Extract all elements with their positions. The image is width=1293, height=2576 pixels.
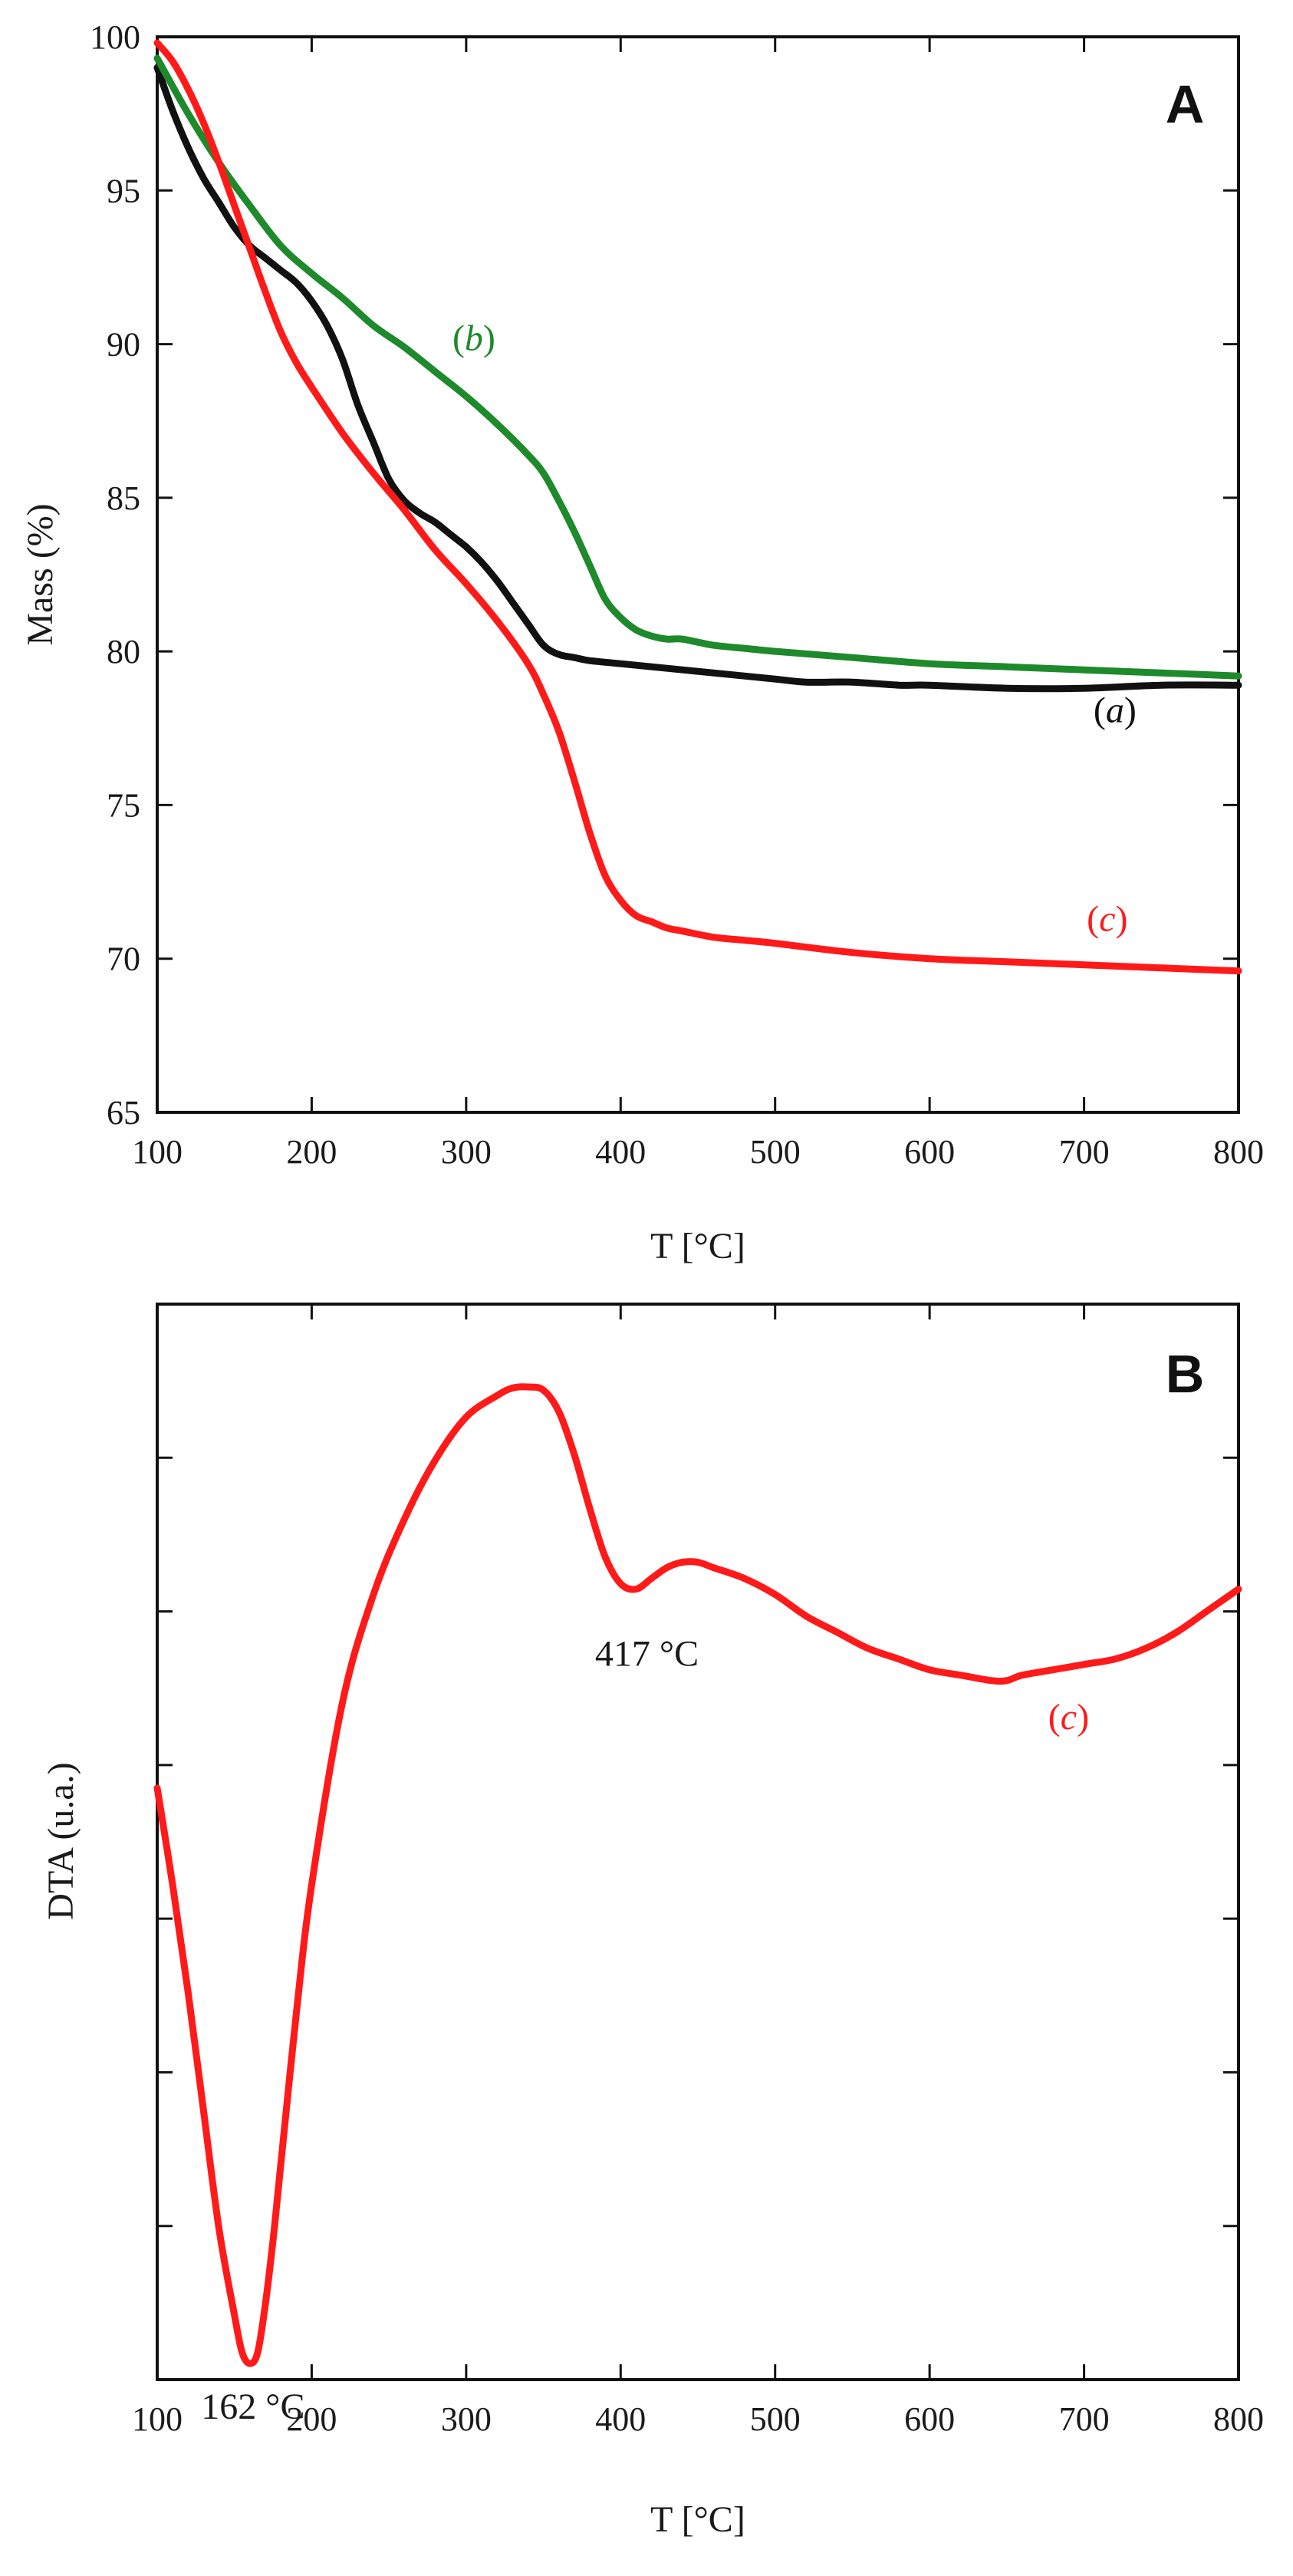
panel-a-x-axis-title: T [°C] xyxy=(650,1226,745,1267)
panel-a-series xyxy=(153,39,1242,975)
series-line-c-panel-a xyxy=(153,39,1242,975)
series-label-c-panel-a: (c) xyxy=(1087,899,1127,940)
series-line-b-panel-a xyxy=(153,54,1242,680)
x-tick-label: 200 xyxy=(286,1133,337,1171)
annotation-162c: 162 °C xyxy=(201,2387,304,2427)
x-tick-label: 500 xyxy=(750,1133,801,1171)
panel-b-x-axis-title: T [°C] xyxy=(650,2499,745,2540)
panel-b-series-labels: (c) xyxy=(1048,1697,1089,1738)
panel-a-ticks: 100 200 300 400 500 600 700 800 65 70 75 80 85 90 95 10… xyxy=(90,18,1264,1171)
series-line-c-panel-b xyxy=(153,1383,1242,2367)
x-tick-label: 500 xyxy=(750,2400,801,2438)
x-tick-label: 800 xyxy=(1213,1133,1264,1171)
series-label-a-panel-a: (a) xyxy=(1094,690,1137,730)
panel-b-dta-chart: 100 200 300 400 500 600 700 800 (c) B DTA (u.a.… xyxy=(41,1303,1264,2540)
panel-b-y-axis-title: DTA (u.a.) xyxy=(41,1762,81,1919)
y-tick-label: 85 xyxy=(107,479,140,517)
annotation-417c: 417 °C xyxy=(595,1634,699,1675)
x-tick-label: 300 xyxy=(441,1133,492,1171)
y-tick-label: 100 xyxy=(90,18,140,56)
panel-a-letter: A xyxy=(1166,74,1205,134)
panel-a-plot-frame xyxy=(156,35,1240,1114)
series-label-c-panel-b: (c) xyxy=(1048,1697,1089,1738)
x-tick-label: 600 xyxy=(904,2400,955,2438)
x-tick-label: 800 xyxy=(1213,2400,1264,2438)
panel-a-y-axis-title: Mass (%) xyxy=(20,503,61,645)
panel-b-series xyxy=(153,1383,1242,2367)
x-tick-label: 300 xyxy=(441,2400,492,2438)
panel-b-letter: B xyxy=(1166,1344,1205,1404)
x-tick-label: 100 xyxy=(132,1133,183,1171)
x-tick-label: 700 xyxy=(1059,1133,1110,1171)
x-tick-label: 400 xyxy=(595,2400,646,2438)
x-tick-label: 400 xyxy=(595,1133,646,1171)
y-tick-label: 75 xyxy=(107,786,140,824)
x-tick-label: 700 xyxy=(1059,2400,1110,2438)
series-label-b-panel-a: (b) xyxy=(452,318,495,359)
y-tick-label: 95 xyxy=(107,172,140,209)
panel-a-mass-chart: 100 200 300 400 500 600 700 800 65 70 75 80 85 90 95 10… xyxy=(20,18,1264,1267)
x-tick-label: 200 xyxy=(286,2400,337,2438)
x-tick-label: 600 xyxy=(904,1133,955,1171)
y-tick-label: 90 xyxy=(107,326,140,364)
x-tick-label: 100 xyxy=(132,2400,183,2438)
panel-a-series-labels: (a) (b) (c) xyxy=(452,318,1137,940)
panel-b-ticks: 100 200 300 400 500 600 700 800 xyxy=(132,1304,1264,2438)
panel-b-plot-frame xyxy=(156,1303,1240,2381)
y-tick-label: 65 xyxy=(107,1094,140,1132)
y-tick-label: 70 xyxy=(107,940,140,978)
series-line-a-panel-a xyxy=(153,64,1242,693)
y-tick-label: 80 xyxy=(107,633,140,670)
